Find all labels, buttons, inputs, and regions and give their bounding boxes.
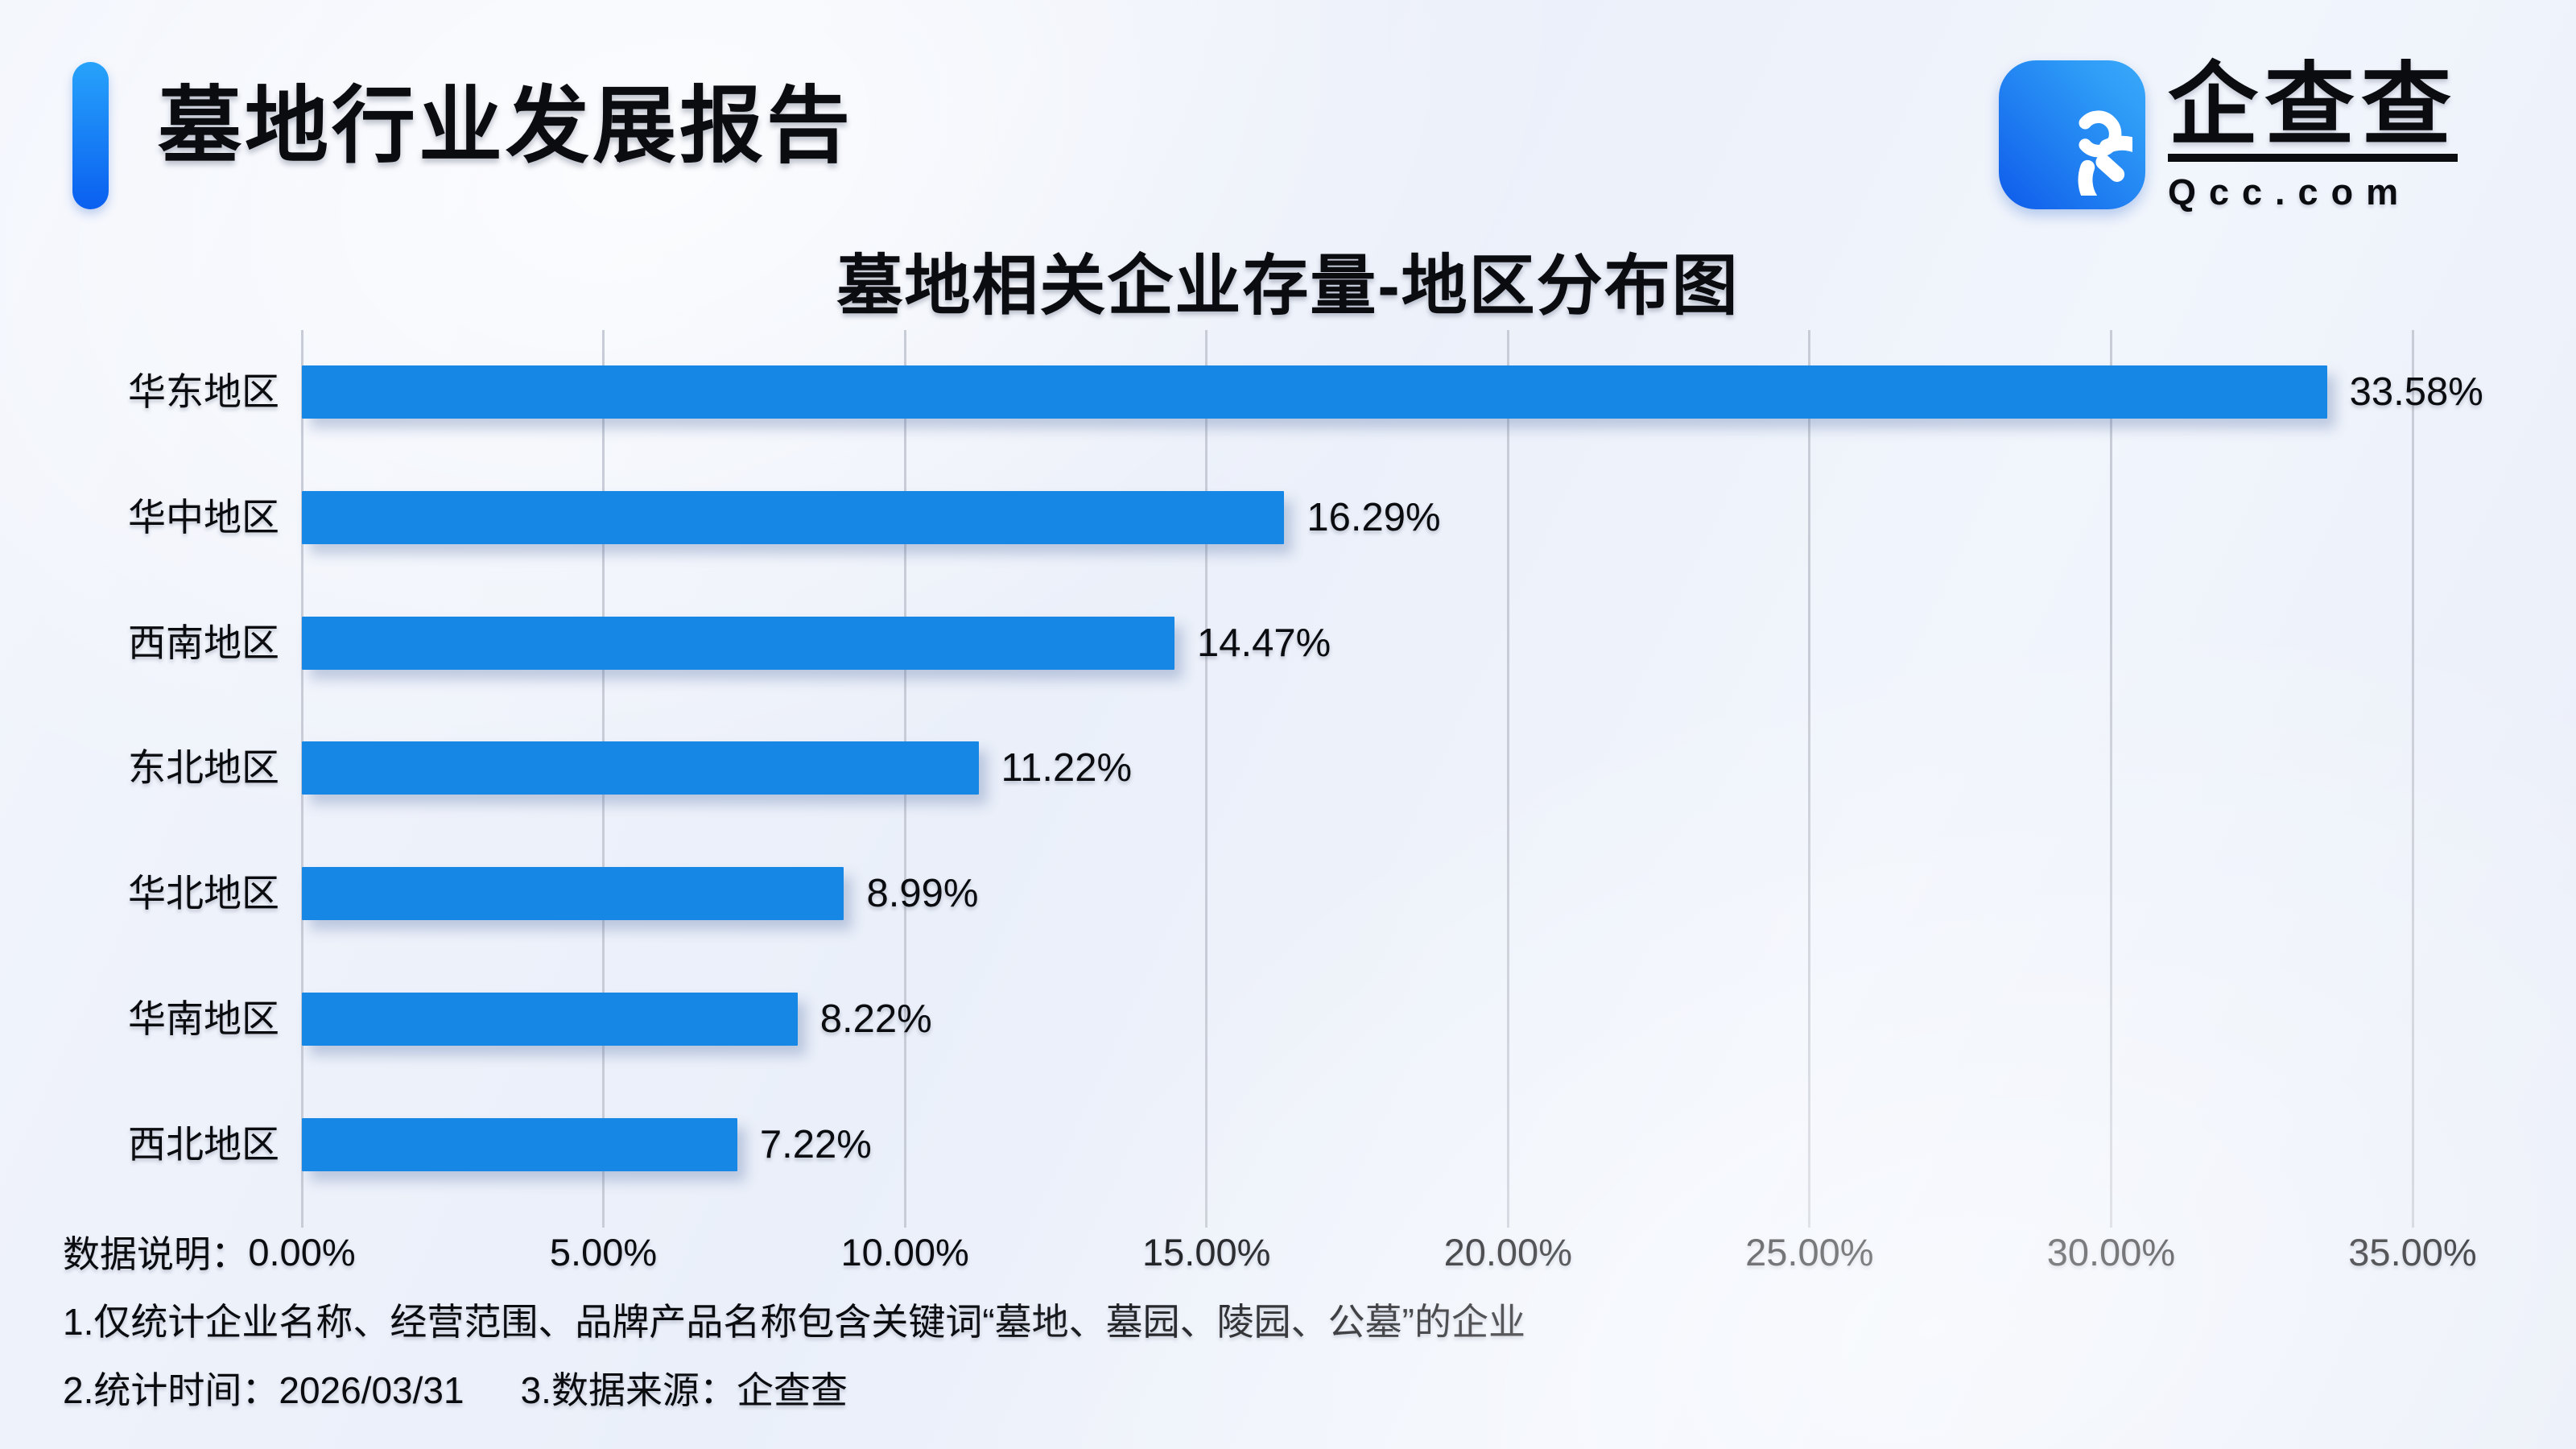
footnote-1: 1.仅统计企业名称、经营范围、品牌产品名称包含关键词“墓地、墓园、陵园、公墓”的…	[63, 1301, 1525, 1343]
bar-row-label: 华北地区	[128, 872, 279, 915]
x-tick: 20.00%	[1443, 1231, 1572, 1274]
bar-row-label: 西南地区	[128, 621, 279, 664]
x-tick: 0.00%	[248, 1231, 356, 1274]
bar-value-label: 14.47%	[1197, 621, 1331, 665]
bar-value-label: 8.22%	[819, 997, 932, 1042]
bar-row-label: 华中地区	[128, 495, 279, 539]
x-tick: 10.00%	[840, 1231, 969, 1274]
x-tick: 35.00%	[2348, 1231, 2477, 1274]
bar	[302, 867, 844, 921]
bar-value-label: 11.22%	[1001, 746, 1133, 791]
notes-label: 数据说明：	[63, 1233, 248, 1275]
bar-chart-plot	[300, 330, 2414, 1228]
gridline	[2109, 330, 2112, 1228]
x-tick: 5.00%	[549, 1231, 658, 1274]
report-title: 墓地行业发展报告	[158, 80, 854, 173]
chart-title: 墓地相关企业存量-地区分布图	[836, 250, 1740, 323]
gridline	[1808, 330, 1811, 1228]
logo-text-block: 企查查 Qcc.com	[2168, 60, 2458, 213]
title-accent-bar	[72, 62, 109, 209]
gridline	[1205, 330, 1208, 1228]
bar	[302, 490, 1285, 544]
footnote-2-source: 3.数据来源：企查查	[520, 1369, 848, 1411]
x-tick: 30.00%	[2046, 1231, 2176, 1274]
x-tick: 15.00%	[1142, 1231, 1271, 1274]
bar	[302, 1117, 737, 1171]
bar-value-label: 8.99%	[866, 872, 979, 916]
logo-domain: Qcc.com	[2168, 171, 2412, 213]
footnote-2-time: 2.统计时间：2026/03/31	[63, 1369, 464, 1411]
bar-row-label: 华东地区	[128, 370, 279, 413]
bar-row-label: 东北地区	[128, 746, 279, 790]
bar	[302, 365, 2327, 419]
gridline	[1506, 330, 1509, 1228]
bar-value-label: 33.58%	[2349, 370, 2483, 414]
x-tick: 25.00%	[1745, 1231, 1874, 1274]
bar	[302, 616, 1174, 670]
bar-value-label: 16.29%	[1307, 495, 1441, 539]
bar-row-label: 西北地区	[128, 1122, 279, 1166]
qcc-logo: 企查查 Qcc.com	[1999, 60, 2458, 213]
bar	[302, 993, 798, 1046]
qcc-magnifier-icon	[1999, 60, 2145, 209]
bar-row-label: 华南地区	[128, 997, 279, 1041]
gridline	[2411, 330, 2414, 1228]
bar	[302, 741, 979, 795]
logo-brand-name: 企查查	[2168, 60, 2458, 162]
bar-value-label: 7.22%	[759, 1122, 872, 1166]
footnote-2: 2.统计时间：2026/03/31 3.数据来源：企查查	[63, 1368, 848, 1412]
